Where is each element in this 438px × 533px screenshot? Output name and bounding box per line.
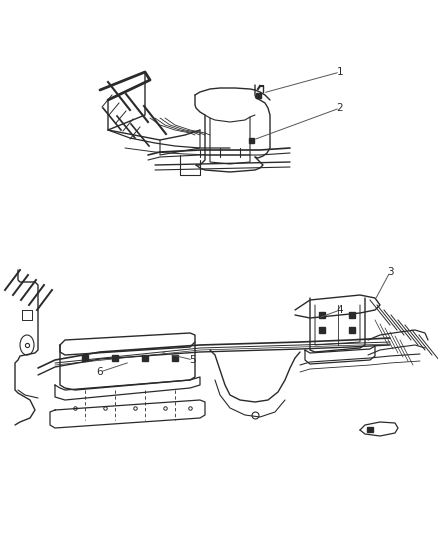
Bar (349, 312, 355, 318)
Bar (172, 355, 178, 361)
Bar (349, 327, 355, 333)
Text: 1: 1 (337, 67, 343, 77)
Bar (256, 93, 261, 98)
Bar (319, 327, 325, 333)
Text: 2: 2 (337, 103, 343, 113)
Text: 3: 3 (387, 267, 393, 277)
Bar (249, 138, 254, 143)
Text: 4: 4 (337, 305, 343, 315)
Text: 6: 6 (97, 367, 103, 377)
Bar (112, 355, 118, 361)
Text: 5: 5 (190, 355, 196, 365)
Bar (142, 355, 148, 361)
Bar (319, 312, 325, 318)
Bar (367, 427, 373, 432)
Bar (82, 355, 88, 361)
